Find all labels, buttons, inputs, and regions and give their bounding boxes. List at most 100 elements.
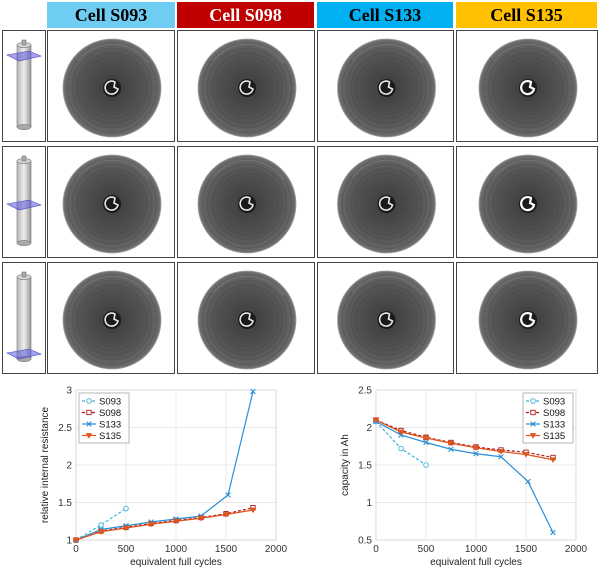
capacity-chart-svg: 0 500 1000 1500 2000 0.5 1 1.5 2 2.5 equivalent fu… (340, 386, 588, 569)
y-tick-label: 2.5 (358, 386, 372, 397)
x-tick-label: 500 (418, 544, 435, 555)
ct-scan-s098-top (177, 30, 315, 142)
cell-icon-middle (2, 146, 46, 258)
ct-scan-s135-middle (456, 146, 598, 258)
chart-internal-resistance: 0 500 1000 1500 2000 1 1.5 2 2.5 3 equivalent full… (0, 378, 300, 576)
legend-marker (86, 421, 92, 427)
series-line-s098 (375, 419, 554, 459)
ct-cross-section (197, 154, 297, 254)
data-point-s093 (123, 505, 129, 512)
cell-icon-bottom (2, 262, 46, 374)
y-tick-label: 2 (66, 461, 72, 472)
ct-cross-section (478, 38, 578, 138)
x-tick-label: 2000 (565, 544, 588, 555)
data-point-s133 (250, 388, 256, 395)
legend-label-s135: S135 (543, 431, 565, 442)
x-tick-label: 500 (118, 544, 135, 555)
legend-marker (530, 398, 536, 404)
data-point-s093 (423, 462, 429, 468)
legend-label-s093: S093 (543, 396, 565, 407)
data-point-s135 (522, 452, 530, 458)
cylinder-cell-icon (6, 271, 42, 362)
x-tick-label: 0 (373, 544, 379, 555)
cell-icon-top (2, 30, 46, 142)
data-point-s133 (525, 478, 531, 485)
y-tick-label: 1 (66, 536, 72, 547)
ct-cross-section (62, 270, 162, 370)
cylinder-cell-icon (6, 39, 42, 130)
data-point-s135 (549, 457, 557, 464)
ct-scan-s093-top (47, 30, 175, 142)
x-tick-label: 2000 (265, 544, 288, 555)
series-line-s133 (75, 391, 254, 541)
legend-label-s098: S098 (543, 408, 565, 419)
data-point-s133 (498, 453, 504, 460)
data-point-s133 (550, 529, 556, 536)
data-point-s135 (197, 515, 205, 522)
y-tick-label: 1.5 (58, 498, 72, 509)
ct-scan-s093-bottom (47, 262, 175, 374)
y-axis-label: relative internal resistance (40, 406, 51, 523)
legend-marker (529, 433, 537, 439)
ct-cross-section (337, 154, 436, 254)
chart-capacity: 0 500 1000 1500 2000 0.5 1 1.5 2 2.5 equivalent fu… (300, 378, 600, 576)
y-tick-label: 2 (366, 423, 372, 434)
ct-cross-section (197, 38, 297, 138)
data-point-s135 (422, 435, 430, 442)
ct-cross-section (337, 38, 436, 138)
cut-plane-middle (6, 199, 42, 211)
y-tick-label: 1.5 (358, 461, 372, 472)
ct-cross-section (337, 270, 436, 370)
data-point-s135 (397, 429, 405, 436)
data-point-s135 (447, 440, 455, 447)
data-point-s093 (398, 445, 404, 452)
cut-plane-top (6, 50, 42, 62)
ct-scan-grid: Cell S093 Cell S098 Cell S133 Cell S135 (2, 2, 598, 374)
data-point-s135 (97, 529, 105, 536)
legend-label-s093: S093 (99, 396, 121, 407)
data-point-s133 (225, 492, 231, 498)
header-cell-s098: Cell S098 (177, 2, 314, 28)
x-tick-label: 1000 (465, 544, 488, 555)
x-tick-label: 1000 (165, 544, 188, 555)
ct-cross-section (62, 154, 162, 254)
x-axis-label: equivalent full cycles (430, 557, 522, 568)
series-line-s098 (75, 507, 254, 541)
legend-marker (86, 398, 92, 404)
ct-scan-s098-bottom (177, 262, 315, 374)
ct-scan-s133-top (317, 30, 454, 142)
data-point-s135 (147, 521, 155, 528)
series-line-s135 (75, 509, 254, 541)
legend-label-s133: S133 (543, 419, 565, 430)
data-point-s133 (448, 446, 454, 453)
legend-label-s133: S133 (99, 419, 121, 430)
y-tick-label: 3 (66, 386, 72, 397)
legend-marker (85, 433, 93, 439)
data-point-s133 (423, 439, 429, 446)
data-point-s135 (172, 518, 180, 525)
data-point-s135 (372, 417, 380, 424)
y-tick-label: 1 (366, 498, 372, 509)
ct-cross-section (62, 38, 162, 138)
header-cell-s133: Cell S133 (317, 2, 453, 28)
ct-scan-s133-middle (317, 146, 454, 258)
legend-label-s135: S135 (99, 431, 121, 442)
ct-scan-s098-middle (177, 146, 315, 258)
y-tick-label: 0.5 (358, 536, 372, 547)
cylinder-cell-icon (6, 155, 42, 246)
cut-plane-bottom (6, 348, 42, 360)
legend-label-s098: S098 (99, 408, 121, 419)
data-point-s135 (472, 445, 480, 452)
data-point-s135 (222, 512, 230, 518)
x-tick-label: 0 (73, 544, 79, 555)
x-tick-label: 1500 (215, 544, 238, 555)
data-point-s135 (249, 507, 257, 514)
data-point-s135 (72, 537, 80, 544)
data-point-s135 (122, 525, 130, 532)
y-tick-label: 2.5 (58, 423, 72, 434)
y-axis-label: capacity in Ah (340, 434, 351, 496)
ct-cross-section (197, 270, 297, 370)
series-line-s135 (375, 419, 554, 461)
data-point-s135 (497, 449, 505, 455)
data-point-s093 (98, 522, 104, 528)
